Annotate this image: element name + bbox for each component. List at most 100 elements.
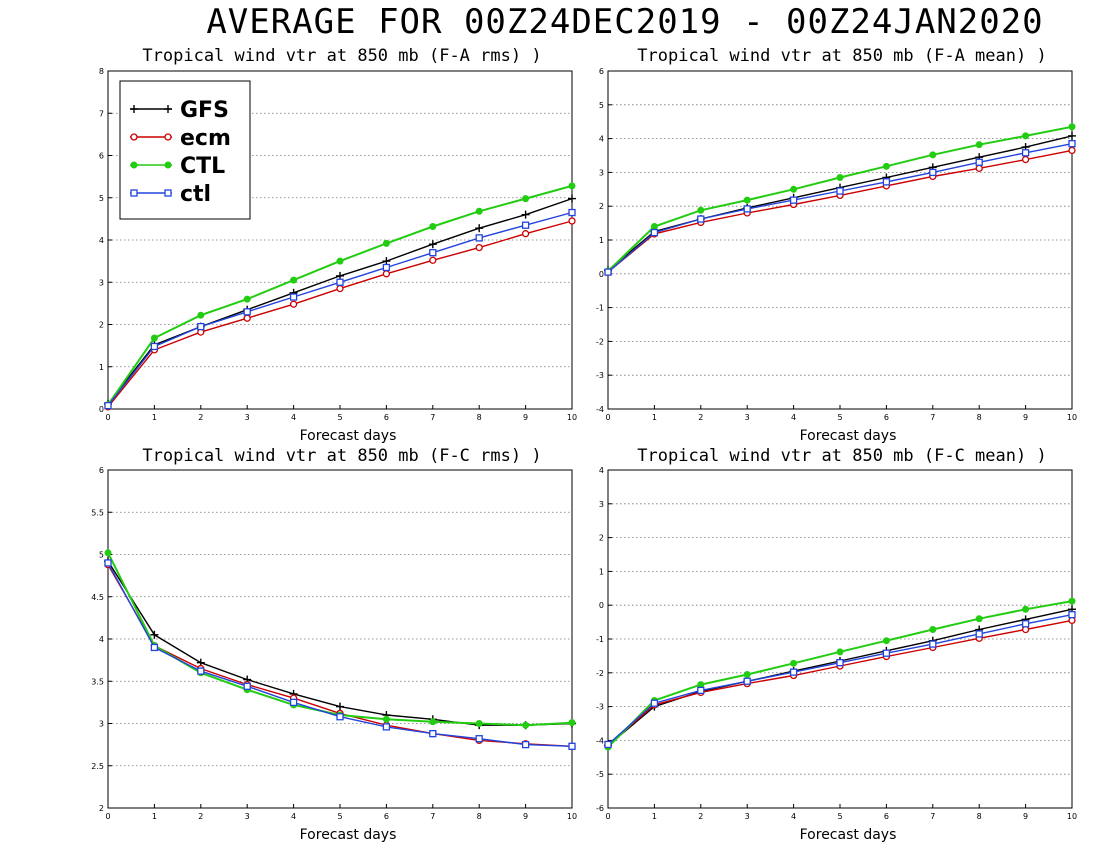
panel-title-1: Tropical wind vtr at 850 mb (F-A rms) ) [142,46,541,66]
xtick-label-1-2: 2 [198,413,203,422]
point-4-ctl-3 [743,677,751,685]
ytick-label-2-6: 2 [599,202,604,211]
xtick-label-3-3: 3 [245,812,250,821]
point-2-ctl-1 [650,228,659,237]
point-4-ctl-9 [1021,620,1030,628]
xtick-label-4-8: 8 [977,812,982,821]
point-3-ctl-0 [104,559,112,567]
point-4-CTL-6 [882,637,890,645]
point-1-ctl-3 [243,308,251,316]
point-1-ecm-3 [243,314,251,322]
point-2-ctl-2 [697,215,705,223]
point-1-ecm-5 [336,284,344,293]
xtick-label-4-7: 7 [930,812,935,821]
point-2-ctl-6 [882,178,891,186]
xtick-label-4-1: 1 [652,812,657,821]
ytick-label-1-0: 0 [99,405,104,414]
point-2-CTL-5 [836,173,844,181]
x-axis-label-4: Forecast days [800,827,897,843]
ytick-label-3-1: 2.5 [91,762,104,771]
point-2-CTL-7 [929,151,937,159]
ytick-label-4-1: -5 [596,770,604,779]
point-1-CTL-7 [429,222,437,230]
point-4-CTL-8 [975,615,983,623]
point-2-ctl-5 [836,187,844,195]
ytick-label-2-7: 3 [599,168,604,177]
xtick-label-1-3: 3 [245,413,250,422]
point-1-CTL-4 [290,276,298,284]
point-3-CTL-9 [522,721,530,729]
ytick-label-1-4: 4 [99,236,104,245]
legend-marker-b-CTL [164,161,172,169]
panel-title-3: Tropical wind vtr at 850 mb (F-C rms) ) [142,446,541,466]
legend-label-ctl: ctl [180,182,211,207]
xtick-label-2-10: 10 [1067,413,1077,422]
point-1-ecm-8 [475,243,483,252]
point-1-ecm-10 [568,217,576,225]
xtick-label-3-2: 2 [198,812,203,821]
point-4-ctl-1 [650,699,659,707]
legend-marker-a-CTL [130,161,138,169]
legend-label-ecm: ecm [180,126,231,151]
xtick-label-4-9: 9 [1023,812,1028,821]
xtick-label-3-1: 1 [152,812,157,821]
xtick-label-1-1: 1 [152,413,157,422]
point-1-ctl-9 [521,221,530,229]
xtick-label-3-7: 7 [430,812,435,821]
legend-marker-a-ctl [130,189,138,197]
point-1-CTL-5 [336,257,344,265]
point-2-CTL-10 [1068,123,1076,131]
ytick-label-2-8: 4 [599,135,604,144]
point-1-ctl-5 [336,278,344,286]
ytick-label-1-7: 7 [99,109,104,118]
point-2-ctl-0 [604,268,612,276]
point-2-CTL-2 [697,206,705,214]
ytick-label-1-6: 6 [99,152,104,161]
ytick-label-1-3: 3 [99,278,104,287]
xtick-label-1-6: 6 [384,413,389,422]
xtick-label-2-1: 1 [652,413,657,422]
point-4-ctl-4 [789,668,798,676]
point-1-ctl-0 [104,401,112,410]
series-line-4-CTL [607,600,1073,748]
ytick-label-3-8: 6 [99,466,104,475]
point-2-CTL-9 [1022,132,1030,140]
xtick-label-2-0: 0 [605,413,610,422]
ytick-label-4-7: 1 [599,567,604,576]
ytick-label-4-0: -6 [596,804,604,813]
point-2-ctl-7 [929,168,937,177]
ytick-label-3-3: 3.5 [91,677,104,686]
point-3-ctl-6 [382,723,391,731]
point-1-CTL-6 [382,239,390,247]
legend-label-GFS: GFS [180,98,229,123]
xtick-label-4-5: 5 [837,812,842,821]
ytick-label-1-5: 5 [99,194,104,203]
x-axis-label-3: Forecast days [300,827,397,843]
point-4-ctl-10 [1068,611,1076,619]
point-2-ctl-4 [789,196,798,204]
panel-1: 0 1 2 3 4 5 6 7 8 0 1 2 3 4 5 6 7 8 9 10 Tropical wind vtr a… [99,46,577,444]
point-3-ctl-1 [150,643,159,652]
point-1-CTL-9 [522,195,530,203]
xtick-label-1-7: 7 [430,413,435,422]
point-1-CTL-3 [243,295,251,303]
point-4-ctl-2 [697,686,705,695]
point-1-ecm-6 [382,270,391,278]
panel-4: -6 -5 -4 -3 -2 -1 0 1 2 3 4 0 1 2 3 4 5 6 7 8 9 10 Tropical wi… [596,446,1077,843]
xtick-label-2-6: 6 [884,413,889,422]
point-2-CTL-6 [882,162,890,170]
x-axis-label-2: Forecast days [800,428,897,444]
point-4-CTL-10 [1068,597,1076,605]
point-4-ctl-5 [836,659,844,667]
point-4-CTL-7 [929,626,937,634]
xtick-label-2-5: 5 [837,413,842,422]
panel-2: -4 -3 -2 -1 0 1 2 3 4 5 6 0 1 2 3 4 5 6 7 8 9 10 Tropical wind… [596,46,1077,444]
point-4-CTL-4 [790,659,798,667]
ytick-label-4-2: -4 [596,736,604,745]
ytick-label-3-6: 5 [99,551,104,560]
series-line-3-GFS [107,560,573,726]
ytick-label-4-6: 0 [599,601,604,610]
point-2-CTL-8 [975,141,983,149]
ytick-label-3-0: 2 [99,804,104,813]
point-3-ctl-2 [197,667,205,675]
